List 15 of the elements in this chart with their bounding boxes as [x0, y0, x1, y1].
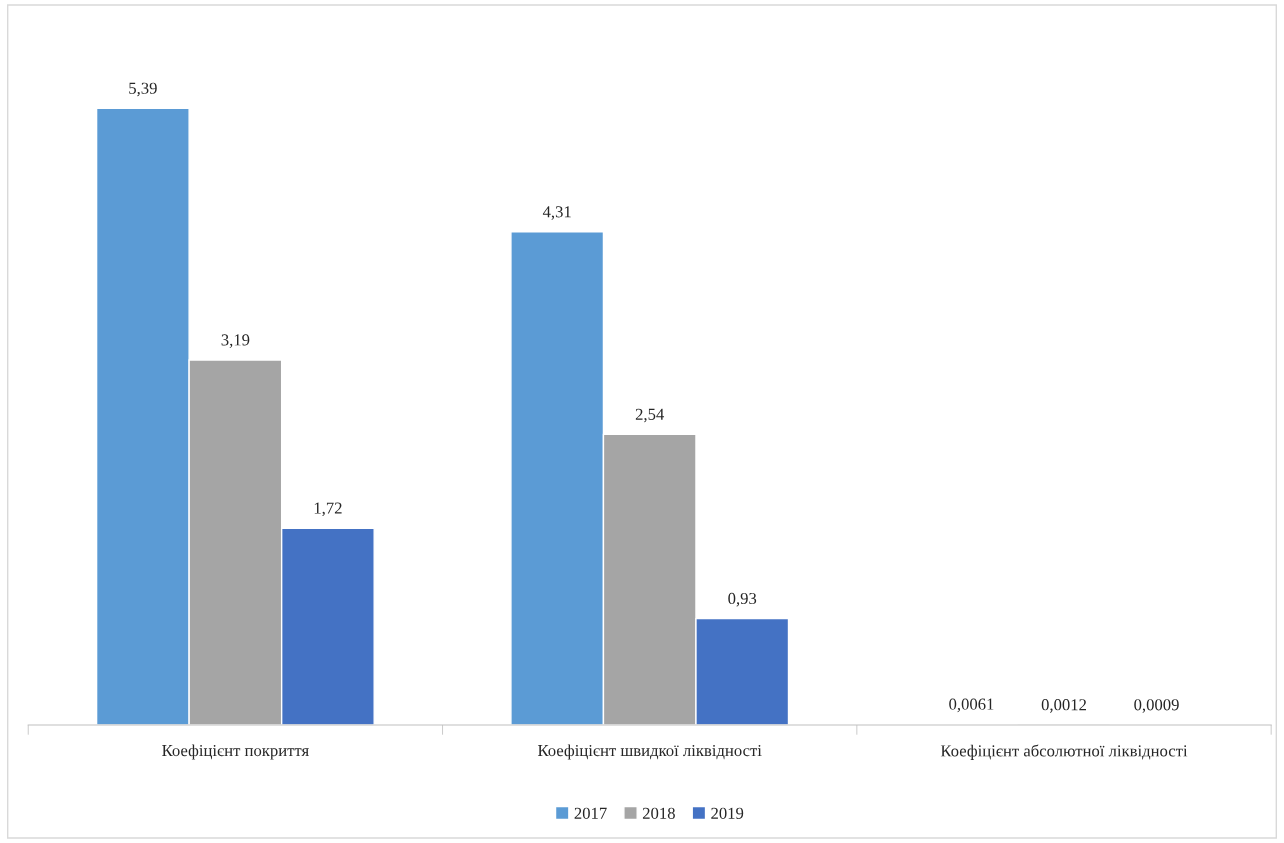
data-label: 0,0061 [949, 698, 994, 713]
data-label: 0,0012 [1041, 699, 1087, 713]
legend-label: 2017 [574, 807, 607, 819]
data-label: 5,39 [129, 82, 157, 97]
data-label: 1,72 [314, 502, 342, 517]
x-tick-label: Коефіцієнт швидкої ліквідності [537, 744, 762, 760]
x-tick-label: Коефіцієнт абсолютної ліквідності [940, 744, 1188, 760]
legend-label: 2018 [642, 807, 675, 819]
legend-label: 2019 [711, 807, 744, 819]
data-label: 3,19 [221, 334, 250, 348]
x-tick-label: Коефіцієнт покриття [162, 744, 309, 760]
data-label: 4,31 [542, 206, 571, 220]
data-label: 0,0009 [1134, 699, 1179, 713]
data-label: 0,93 [728, 592, 757, 607]
data-label: 2,54 [635, 408, 665, 423]
